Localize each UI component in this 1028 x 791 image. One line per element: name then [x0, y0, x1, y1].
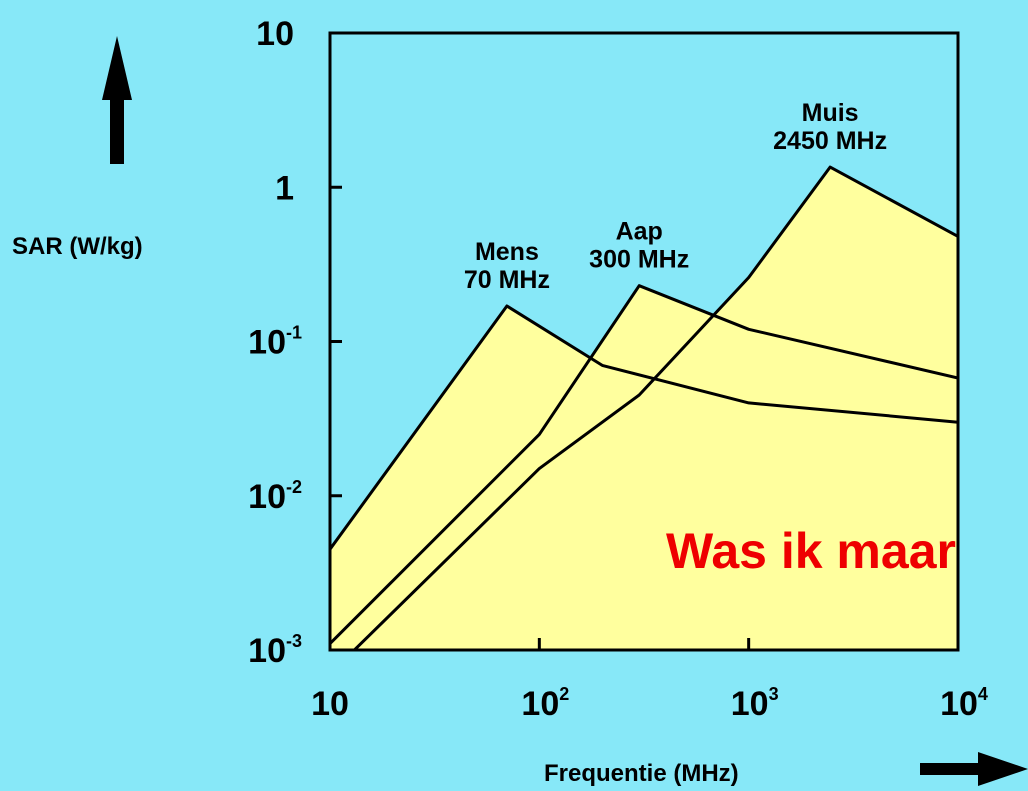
y-tick-exponent: -3: [286, 631, 302, 651]
y-tick-label: 1: [275, 169, 294, 207]
annotation-text: Was ik maar: [666, 523, 956, 579]
y-tick-exponent: -1: [286, 323, 302, 343]
y-tick-label: 10-2: [248, 477, 302, 516]
series-line-aap: [330, 284, 958, 645]
series-peak-label: Mens: [475, 238, 539, 266]
series-line-mens: [330, 304, 958, 551]
y-tick-exponent: -2: [286, 477, 302, 497]
y-tick-label: 10-1: [248, 323, 302, 362]
x-tick-label: 10: [311, 685, 349, 723]
series-peak-label: Aap: [616, 218, 663, 246]
x-axis-arrow-icon: [920, 752, 1028, 786]
series-peak-label: 300 MHz: [589, 246, 689, 274]
x-tick-exponent: 2: [559, 684, 569, 704]
series-peak-label: Muis: [802, 99, 859, 127]
x-tick-exponent: 3: [769, 684, 779, 704]
y-axis-arrow-icon: [102, 36, 132, 164]
series-line-muis: [352, 165, 958, 650]
x-axis-label: Frequentie (MHz): [544, 760, 739, 787]
series-peak-label: 2450 MHz: [773, 127, 887, 155]
series-peak-label: 70 MHz: [464, 266, 550, 294]
curve-layer: [330, 165, 958, 650]
curve-envelope-fill: [330, 167, 958, 650]
y-tick-label: 10: [256, 15, 294, 53]
y-axis-label: SAR (W/kg): [12, 233, 143, 260]
x-tick-exponent: 4: [978, 684, 988, 704]
curve-fill-layer: [330, 167, 958, 650]
